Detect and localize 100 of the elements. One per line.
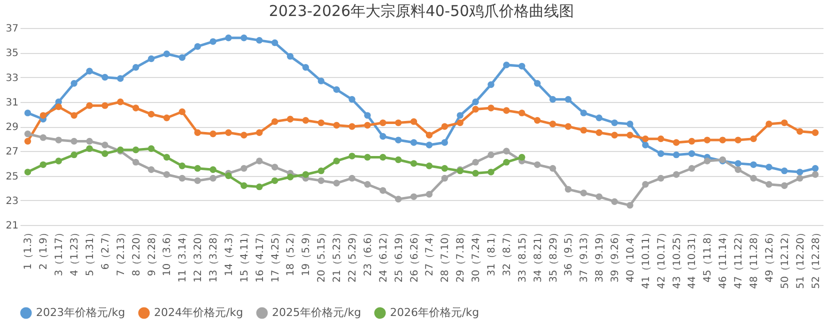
point xyxy=(271,118,278,125)
x-tick-label: 16（4.17） xyxy=(254,228,266,282)
point xyxy=(750,135,757,142)
point xyxy=(596,114,602,122)
point xyxy=(488,151,494,158)
point xyxy=(534,80,541,87)
point xyxy=(86,68,93,74)
point xyxy=(626,120,634,128)
x-tick-label: 28（7.10） xyxy=(440,228,452,282)
x-tick-label: 29（7.18） xyxy=(456,228,467,282)
point xyxy=(642,135,649,142)
x-tick-label: 32（8.7） xyxy=(502,228,513,276)
point xyxy=(256,36,263,44)
x-tick-label: 46（11.14） xyxy=(718,228,730,289)
point xyxy=(348,123,356,130)
x-tick-label: 23（6.6） xyxy=(362,228,374,276)
x-tick-label: 20（5.15） xyxy=(316,228,328,282)
point xyxy=(102,102,108,109)
point xyxy=(271,39,278,46)
y-tick-label: 25 xyxy=(6,171,18,182)
point xyxy=(40,134,47,141)
point xyxy=(564,96,572,103)
point xyxy=(472,158,479,166)
x-tick-label: 39（9.26） xyxy=(610,228,622,282)
point xyxy=(256,158,263,164)
point xyxy=(194,165,201,172)
point xyxy=(380,187,386,194)
point xyxy=(580,126,587,134)
x-tick-label: 17（4.25） xyxy=(270,228,282,282)
point xyxy=(86,138,93,145)
point xyxy=(364,122,371,129)
point xyxy=(658,150,664,157)
y-tick-label: 21 xyxy=(6,220,18,232)
point xyxy=(178,54,186,61)
x-tick-label: 34（8.21） xyxy=(532,228,544,282)
point xyxy=(766,164,772,170)
point xyxy=(549,96,556,103)
x-tick-label: 27（7.4） xyxy=(424,228,436,276)
point xyxy=(348,96,356,103)
point xyxy=(102,74,108,81)
x-tick-label: 22（5.29） xyxy=(348,228,359,282)
point xyxy=(148,145,155,152)
x-tick-label: 47（11.22） xyxy=(734,228,745,289)
x-tick-label: 26（6.26） xyxy=(409,228,420,282)
point xyxy=(333,122,340,129)
point xyxy=(688,150,696,157)
point xyxy=(734,136,742,144)
x-tick-label: 37（9.13） xyxy=(579,228,590,282)
point xyxy=(672,171,680,178)
y-tick-label: 31 xyxy=(6,97,18,108)
point xyxy=(719,136,726,144)
point xyxy=(611,198,618,205)
x-tick-label: 42（10.17） xyxy=(656,228,668,289)
y-tick-label: 29 xyxy=(6,122,18,133)
point xyxy=(734,160,742,167)
point xyxy=(580,110,587,116)
point xyxy=(380,119,386,126)
point xyxy=(364,181,371,188)
x-tick-label: 30（7.24） xyxy=(471,228,482,282)
point xyxy=(658,135,664,142)
point xyxy=(86,145,93,152)
point xyxy=(750,161,757,168)
point xyxy=(24,168,32,176)
x-tick-label: 41（10.11） xyxy=(640,228,652,289)
point xyxy=(441,165,448,172)
point xyxy=(318,78,324,84)
point xyxy=(148,166,155,173)
x-tick-label: 40（10.4） xyxy=(625,228,636,282)
point xyxy=(117,75,124,82)
point xyxy=(518,154,526,161)
point xyxy=(781,182,788,189)
y-tick-label: 27 xyxy=(6,146,18,158)
point xyxy=(564,123,572,130)
point xyxy=(796,174,804,182)
point xyxy=(812,129,819,136)
point xyxy=(426,162,433,170)
point xyxy=(488,81,494,88)
point xyxy=(796,128,804,135)
point xyxy=(503,62,510,68)
point xyxy=(812,171,819,178)
legend-label: 2025年价格元/kg xyxy=(272,306,362,319)
point xyxy=(796,168,804,176)
point xyxy=(194,43,201,50)
point xyxy=(750,174,757,182)
chart-title: 2023-2026年大宗原料40-50鸡爪价格曲线图 xyxy=(268,2,574,20)
point xyxy=(148,110,155,118)
point xyxy=(194,129,201,136)
point xyxy=(256,129,263,136)
x-tick-label: 36（9.5） xyxy=(564,228,575,276)
point xyxy=(580,190,587,196)
point xyxy=(117,98,124,106)
point xyxy=(178,162,186,170)
point xyxy=(472,170,479,177)
point xyxy=(178,108,186,116)
x-tick-label: 51（12.20） xyxy=(795,228,806,289)
legend-label: 2023年价格元/kg xyxy=(36,306,126,319)
point xyxy=(704,136,711,144)
point xyxy=(210,166,216,173)
point xyxy=(271,177,278,184)
x-tick-label: 24（6.12） xyxy=(378,228,390,282)
